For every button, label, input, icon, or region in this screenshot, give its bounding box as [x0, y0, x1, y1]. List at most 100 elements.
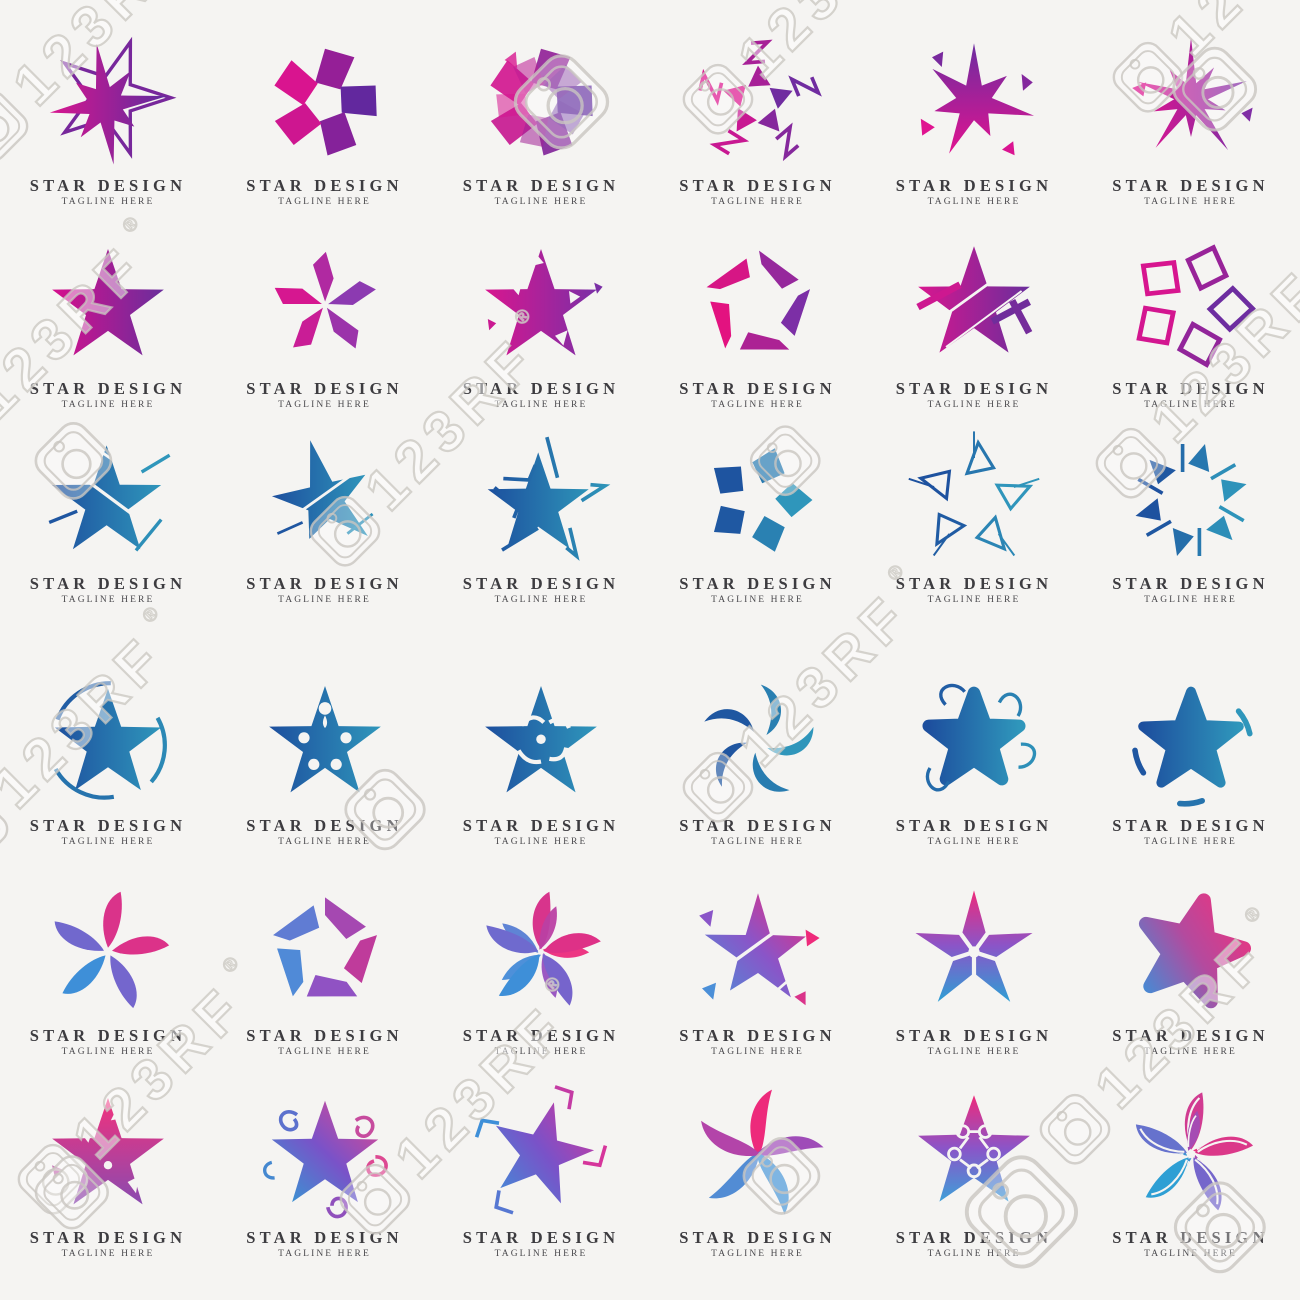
star-logo-frag_pink: [652, 880, 864, 1022]
logo-name: STAR DESIGN: [246, 574, 403, 593]
logo-cell-r6c4-swirlfish: STAR DESIGN TAGLINE HERE: [652, 1082, 864, 1259]
logo-tagline: TAGLINE HERE: [927, 595, 1021, 605]
star-logo-graphic: [915, 890, 1033, 1008]
logo-cell-r3c1-frag_blue: STAR DESIGN TAGLINE HERE: [2, 428, 214, 605]
star-logo-graphic: [713, 448, 812, 552]
logo-name: STAR DESIGN: [1112, 1228, 1269, 1247]
logo-cell-r5c4-frag_pink: STAR DESIGN TAGLINE HERE: [652, 880, 864, 1057]
star-logo-petals: [2, 880, 214, 1022]
logo-cell-r5c5-segcurv: STAR DESIGN TAGLINE HERE: [868, 880, 1080, 1057]
logo-name: STAR DESIGN: [462, 1026, 620, 1045]
logo-tagline: TAGLINE HERE: [278, 197, 371, 207]
star-logo-shards: [435, 30, 647, 172]
logo-cell-r1c5-burst7: STAR DESIGN TAGLINE HERE: [868, 30, 1080, 207]
logo-cell-r5c6-starfish: STAR DESIGN TAGLINE HERE: [1085, 880, 1297, 1057]
logo-cell-r3c2-abstract: STAR DESIGN TAGLINE HERE: [219, 428, 431, 605]
star-logo-swirlfish: [652, 1082, 864, 1224]
star-logo-loops: [868, 1082, 1080, 1224]
logo-name: STAR DESIGN: [462, 816, 620, 835]
star-logo-graphic: [1135, 244, 1256, 368]
star-logo-rounded: [1085, 670, 1297, 812]
logo-tagline: TAGLINE HERE: [278, 595, 371, 605]
logo-tagline: TAGLINE HERE: [61, 595, 155, 605]
logo-tagline: TAGLINE HERE: [278, 837, 371, 847]
logo-name: STAR DESIGN: [895, 176, 1053, 195]
star-logo-graphic: [48, 445, 171, 552]
star-logo-grunge: [435, 233, 647, 375]
star-logo-graphic: [922, 683, 1037, 792]
logo-name: STAR DESIGN: [895, 379, 1053, 398]
logo-tagline: TAGLINE HERE: [278, 1047, 371, 1057]
logo-name: STAR DESIGN: [462, 176, 620, 195]
logo-cell-r3c6-shards_blue: STAR DESIGN TAGLINE HERE: [1085, 428, 1297, 605]
logo-tagline: TAGLINE HERE: [711, 1249, 804, 1259]
star-logo-graphic: [477, 431, 611, 561]
logo-tagline: TAGLINE HERE: [61, 197, 155, 207]
star-logo-burst8: [2, 30, 214, 172]
star-logo-graphic: [703, 684, 813, 792]
logo-name: STAR DESIGN: [246, 1026, 403, 1045]
star-logo-chunky: [219, 880, 431, 1022]
star-logo-graphic: [271, 440, 373, 539]
logo-tagline: TAGLINE HERE: [927, 1047, 1021, 1057]
logo-tagline: TAGLINE HERE: [1144, 837, 1237, 847]
logo-cell-r2c3-grunge: STAR DESIGN TAGLINE HERE: [435, 233, 647, 410]
star-logo-graphic: [920, 43, 1035, 156]
logo-cell-r1c2-pinblocks: STAR DESIGN TAGLINE HERE: [219, 30, 431, 207]
star-logo-outlinetri: [652, 233, 864, 375]
star-logo-abstract: [219, 428, 431, 570]
star-logo-solid: [2, 233, 214, 375]
star-logo-grunge_pink: [2, 1082, 214, 1224]
logo-tagline: TAGLINE HERE: [1144, 400, 1237, 410]
star-logo-graphic: [918, 1095, 1030, 1202]
logo-tagline: TAGLINE HERE: [494, 197, 588, 207]
logo-tagline: TAGLINE HERE: [1144, 197, 1237, 207]
star-logo-vortex: [652, 670, 864, 812]
logo-cell-r6c1-grunge_pink: STAR DESIGN TAGLINE HERE: [2, 1082, 214, 1259]
logo-name: STAR DESIGN: [1112, 176, 1269, 195]
logo-tagline: TAGLINE HERE: [711, 197, 804, 207]
logo-cell-r2c2-angular: STAR DESIGN TAGLINE HERE: [219, 233, 431, 410]
logo-name: STAR DESIGN: [679, 816, 836, 835]
star-logo-flower: [435, 880, 647, 1022]
star-logo-spark: [868, 428, 1080, 570]
logo-cell-r3c3-echo: STAR DESIGN TAGLINE HERE: [435, 428, 647, 605]
logo-cell-r4c1-swirlstar: STAR DESIGN TAGLINE HERE: [2, 670, 214, 847]
logo-tagline: TAGLINE HERE: [711, 400, 804, 410]
star-logo-origami: [1085, 233, 1297, 375]
star-logo-graphic: [54, 891, 170, 1009]
logo-cell-r5c2-chunky: STAR DESIGN TAGLINE HERE: [219, 880, 431, 1057]
star-logo-drops: [219, 670, 431, 812]
logo-name: STAR DESIGN: [679, 1026, 836, 1045]
logo-name: STAR DESIGN: [462, 1228, 620, 1247]
logo-tagline: TAGLINE HERE: [494, 1047, 588, 1057]
logo-cell-r6c5-loops: STAR DESIGN TAGLINE HERE: [868, 1082, 1080, 1259]
logo-cell-r1c1-burst8: STAR DESIGN TAGLINE HERE: [2, 30, 214, 207]
star-logo-graphic: [908, 431, 1040, 557]
logo-name: STAR DESIGN: [679, 176, 836, 195]
star-logo-graphic: [266, 891, 381, 1003]
star-logo-graphic: [52, 1098, 164, 1205]
logo-name: STAR DESIGN: [1112, 1026, 1269, 1045]
logo-cell-r2c1-solid: STAR DESIGN TAGLINE HERE: [2, 233, 214, 410]
logo-tagline: TAGLINE HERE: [494, 1249, 588, 1259]
star-logo-hooks: [435, 1082, 647, 1224]
logo-tagline: TAGLINE HERE: [61, 400, 155, 410]
logo-tagline: TAGLINE HERE: [61, 837, 155, 847]
logo-name: STAR DESIGN: [1112, 379, 1269, 398]
logo-name: STAR DESIGN: [462, 379, 620, 398]
logo-tagline: TAGLINE HERE: [61, 1047, 155, 1057]
logo-tagline: TAGLINE HERE: [61, 1249, 155, 1259]
star-logo-zigzag: [652, 30, 864, 172]
star-logo-swirlstar: [2, 670, 214, 812]
logo-name: STAR DESIGN: [895, 574, 1053, 593]
logo-name: STAR DESIGN: [895, 816, 1053, 835]
logo-cell-r5c1-petals: STAR DESIGN TAGLINE HERE: [2, 880, 214, 1057]
logo-cell-r6c3-hooks: STAR DESIGN TAGLINE HERE: [435, 1082, 647, 1259]
logo-cell-r3c5-spark: STAR DESIGN TAGLINE HERE: [868, 428, 1080, 605]
logo-cell-r6c6-leafy: STAR DESIGN TAGLINE HERE: [1085, 1082, 1297, 1259]
logo-name: STAR DESIGN: [1112, 574, 1269, 593]
logo-name: STAR DESIGN: [462, 574, 620, 593]
logo-name: STAR DESIGN: [679, 574, 836, 593]
logo-name: STAR DESIGN: [29, 1026, 187, 1045]
